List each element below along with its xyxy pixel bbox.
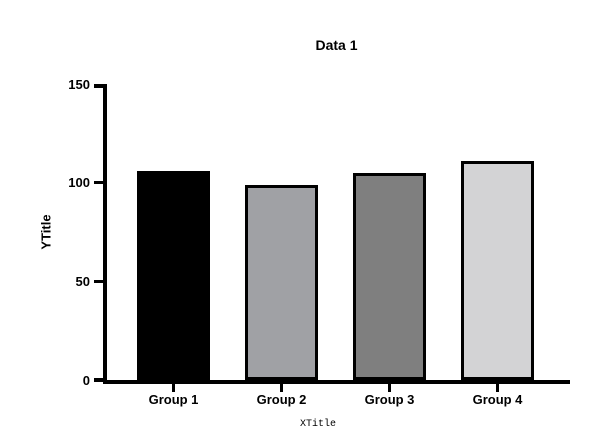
x-tick-label: Group 1 [148, 392, 199, 407]
y-tick-label: 50 [75, 273, 90, 289]
x-tick-mark [171, 384, 176, 392]
y-tick-mark [94, 378, 103, 382]
x-tick-label: Group 2 [256, 392, 307, 407]
x-tick-mark [279, 384, 284, 392]
x-tick-mark [495, 384, 500, 392]
y-tick-mark [94, 279, 103, 284]
y-tick-label: 0 [82, 372, 90, 388]
y-tick-mark [94, 180, 103, 185]
y-axis-title: YTitle [38, 214, 54, 250]
x-tick-label: Group 4 [472, 392, 523, 407]
y-tick-label: 100 [68, 175, 90, 191]
x-axis-title: XTitle [299, 419, 336, 430]
bar-group-2 [245, 184, 318, 380]
bar-group-4 [461, 160, 534, 380]
x-tick-label: Group 3 [364, 392, 415, 407]
chart-title: Data 1 [315, 37, 358, 53]
bar-group-1 [137, 170, 210, 380]
y-tick-label: 150 [68, 76, 90, 92]
x-tick-mark [387, 384, 392, 392]
plot-area: 0 50 100 150 Group 1 Group 2 Group 3 Group 4 [68, 78, 570, 407]
bar-group-3 [353, 172, 426, 380]
y-tick-mark [94, 84, 103, 88]
